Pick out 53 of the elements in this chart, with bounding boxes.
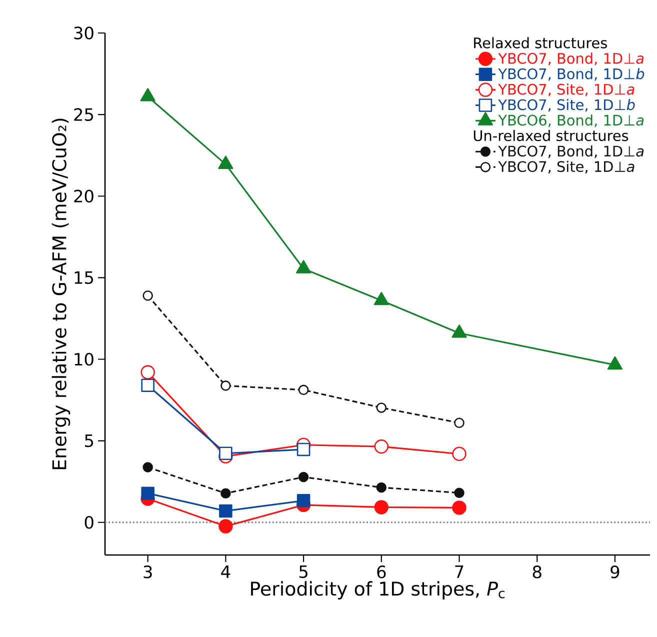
point — [141, 378, 154, 392]
point — [296, 260, 312, 274]
legend-label: YBCO6, Bond, 1D⊥a — [498, 114, 644, 128]
point — [452, 446, 466, 461]
point — [452, 324, 467, 338]
y-tick-label: 30 — [74, 26, 94, 40]
legend-label: YBCO7, Site, 1D⊥b — [498, 99, 635, 112]
legend-title: Relaxed structures — [474, 37, 607, 48]
point — [142, 462, 153, 472]
point — [374, 292, 389, 306]
point — [219, 446, 232, 460]
point — [296, 442, 310, 456]
point — [298, 384, 309, 396]
x-tick-label: 3 — [144, 565, 152, 578]
point — [454, 418, 464, 428]
point — [376, 482, 387, 493]
point — [220, 380, 231, 391]
point — [454, 488, 464, 498]
legend-label: YBCO7, Site, 1D⊥a — [498, 84, 634, 96]
x-tick-label: 4 — [221, 566, 230, 578]
y-tick-label: 10 — [74, 352, 94, 366]
point — [452, 500, 466, 515]
point — [296, 494, 310, 508]
y-tick-label: 25 — [74, 108, 94, 121]
point — [374, 439, 389, 454]
legend-label: YBCO7, Bond, 1D⊥a — [498, 52, 644, 66]
point — [219, 504, 232, 518]
y-tick-label: 15 — [74, 271, 94, 284]
y-tick-label: 5 — [85, 434, 94, 448]
point — [142, 290, 153, 301]
point — [140, 88, 156, 102]
y-axis-title: Energy relative to G-AFM (meV/CuO₂) — [52, 118, 70, 470]
legend-label: YBCO7, Bond, 1D⊥a — [498, 145, 644, 158]
x-tick-label: 9 — [610, 565, 620, 578]
point — [220, 488, 231, 498]
x-tick-label: 7 — [455, 566, 464, 578]
x-axis-title: Periodicity of 1D stripes, P$_{c}$ — [251, 581, 504, 600]
annotation: Un-relaxed structures — [474, 130, 628, 142]
point — [607, 356, 623, 370]
point — [374, 500, 389, 514]
point — [141, 486, 154, 500]
point — [140, 365, 155, 380]
x-tick-label: 5 — [299, 566, 308, 578]
point — [298, 472, 309, 482]
x-tick-label: 8 — [532, 565, 542, 578]
y-tick-label: 20 — [74, 190, 94, 203]
point — [218, 519, 233, 534]
point — [218, 156, 234, 169]
y-tick-label: 0 — [84, 516, 94, 529]
point — [376, 402, 387, 413]
legend-label: YBCO7, Bond, 1D⊥b — [498, 68, 644, 81]
x-tick-label: 6 — [377, 565, 386, 578]
legend-label: YBCO7, Site, 1D⊥a — [498, 160, 634, 174]
